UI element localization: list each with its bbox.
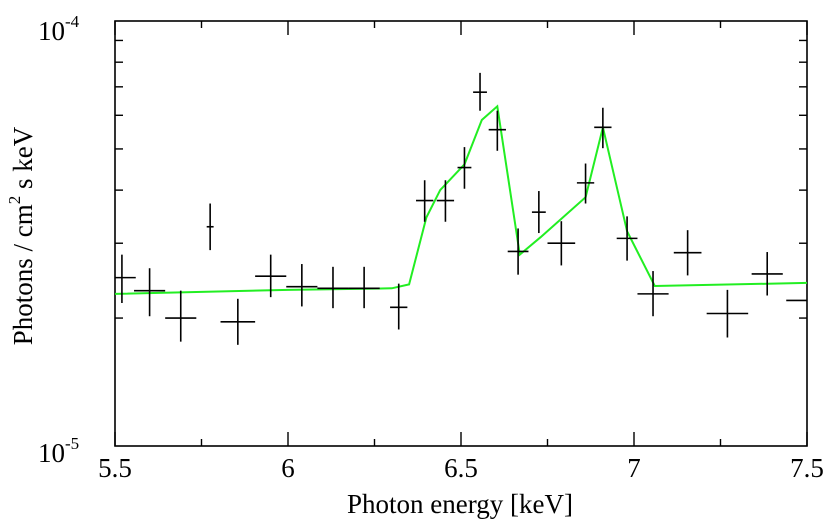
x-axis-label: Photon energy [keV] bbox=[347, 489, 573, 519]
x-tick-label: 6.5 bbox=[444, 453, 478, 483]
data-point bbox=[348, 266, 380, 309]
data-point bbox=[220, 298, 256, 345]
data-point bbox=[706, 289, 749, 338]
x-tick-label: 6 bbox=[281, 453, 295, 483]
data-point bbox=[165, 290, 197, 342]
data-point bbox=[416, 180, 434, 222]
data-point bbox=[286, 264, 318, 307]
data-point bbox=[436, 180, 455, 222]
data-point bbox=[206, 203, 214, 251]
model-series bbox=[114, 104, 808, 295]
model-line bbox=[114, 104, 808, 295]
data-point bbox=[255, 254, 287, 298]
data-series bbox=[115, 72, 807, 345]
data-point bbox=[576, 163, 595, 204]
data-point bbox=[134, 268, 166, 317]
axis-ticks bbox=[114, 21, 808, 446]
y-tick-bottom-base: 10 bbox=[38, 438, 65, 468]
y-axis-label-superscript: 2 bbox=[5, 196, 24, 205]
x-tick-label: 5.5 bbox=[98, 453, 132, 483]
y-tick-bottom-exponent: -5 bbox=[65, 434, 79, 453]
data-point bbox=[637, 271, 669, 317]
y-axis-label-tail: s keV bbox=[8, 126, 38, 195]
data-point bbox=[507, 228, 529, 275]
data-point bbox=[751, 252, 783, 296]
data-point bbox=[390, 283, 408, 330]
data-point bbox=[547, 221, 576, 266]
y-tick-top-base: 10 bbox=[38, 16, 65, 46]
data-point bbox=[673, 230, 702, 276]
data-point bbox=[317, 266, 349, 309]
data-point bbox=[616, 216, 638, 261]
data-point bbox=[594, 107, 612, 149]
y-axis-label-main: Photons / cm bbox=[8, 204, 38, 345]
data-point bbox=[457, 147, 472, 189]
x-tick-label: 7.5 bbox=[790, 453, 824, 483]
data-point bbox=[115, 254, 136, 304]
data-point bbox=[531, 191, 546, 234]
data-point bbox=[488, 110, 506, 151]
x-tick-labels: 5.5 6 6.5 7 7.5 bbox=[98, 453, 824, 483]
y-tick-label-top: 10-4 bbox=[38, 12, 80, 46]
y-tick-label-bottom: 10-5 bbox=[38, 434, 79, 468]
data-point bbox=[473, 72, 487, 111]
y-axis-label: Photons / cm2 s keV bbox=[5, 126, 38, 345]
x-tick-label: 7 bbox=[627, 453, 641, 483]
plot-frame bbox=[114, 20, 808, 447]
y-tick-top-exponent: -4 bbox=[65, 12, 80, 31]
